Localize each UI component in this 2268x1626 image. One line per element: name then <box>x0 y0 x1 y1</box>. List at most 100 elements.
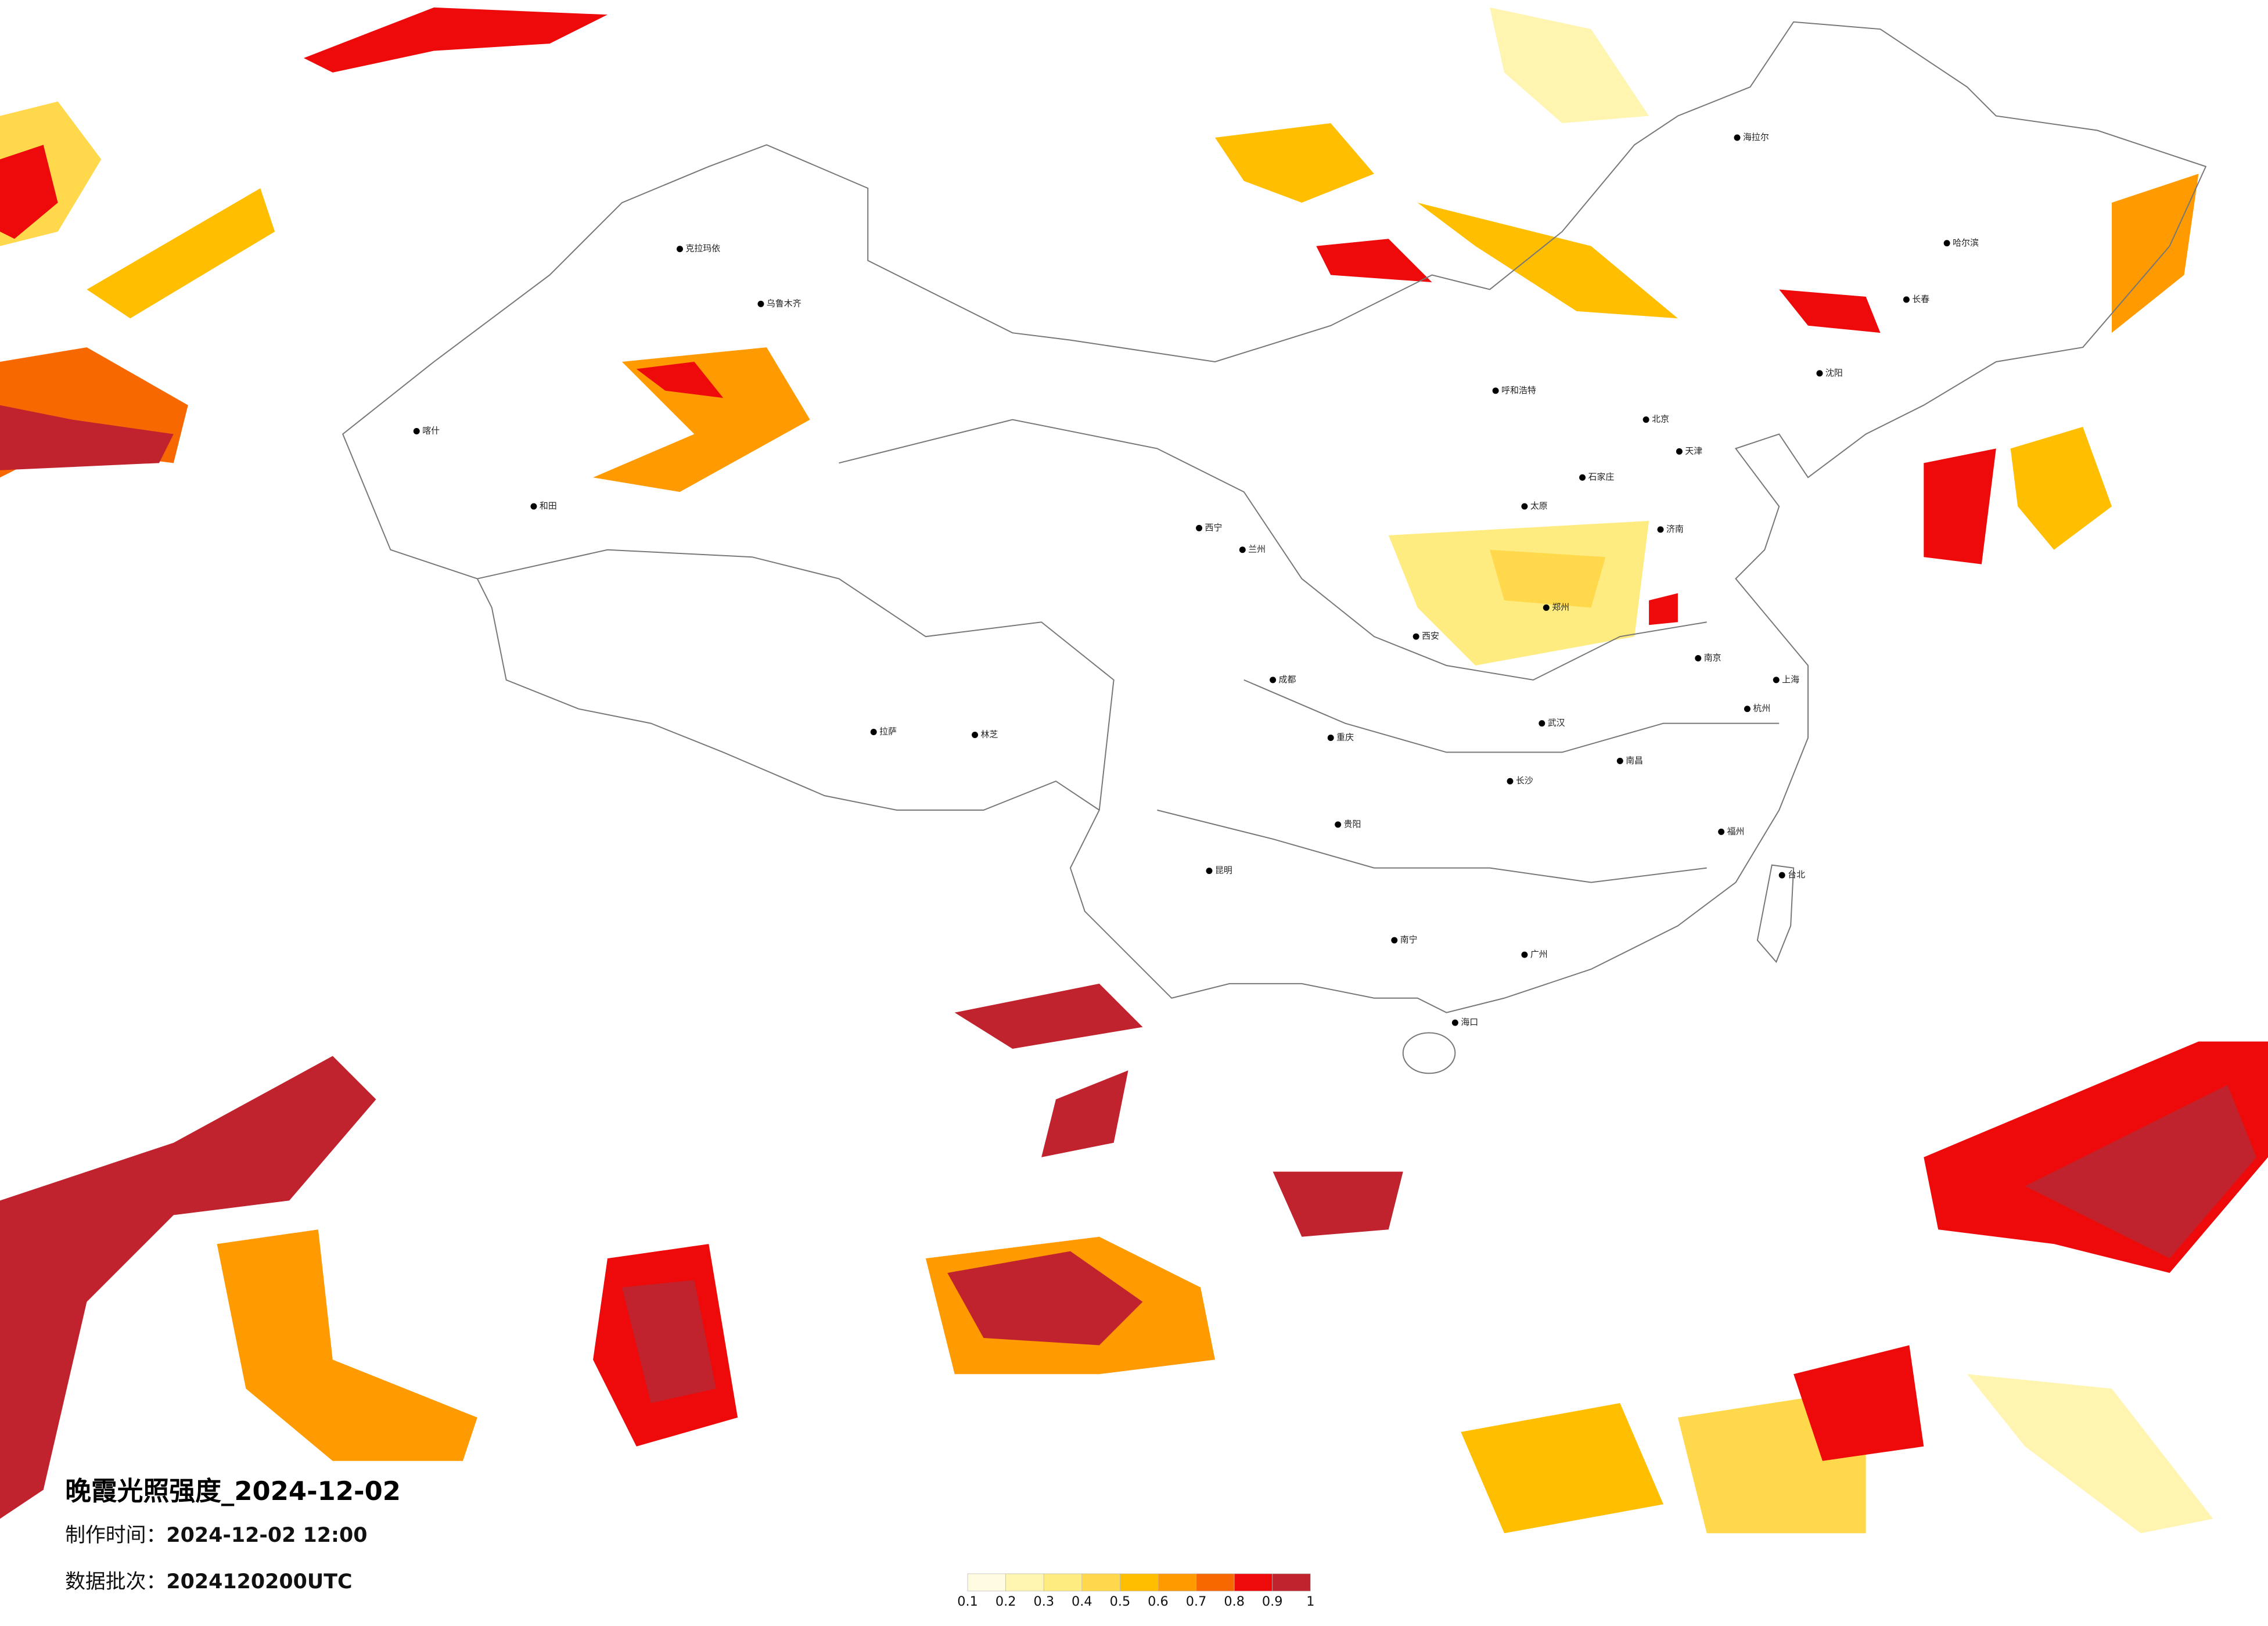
blob <box>0 1056 376 1519</box>
weather-field <box>0 7 2268 1534</box>
city-label: 呼和浩特 <box>1501 385 1536 395</box>
blob <box>1214 123 1374 203</box>
city-label: 兰州 <box>1248 544 1266 555</box>
province-border <box>477 549 1115 811</box>
blob <box>636 361 724 398</box>
city-dot <box>1521 503 1528 510</box>
blob <box>593 347 810 492</box>
blob <box>621 1280 716 1404</box>
colorbar-box <box>967 1573 1007 1592</box>
colorbar-tick-label: 0.4 <box>1072 1594 1092 1609</box>
city-dot <box>1391 937 1398 944</box>
colorbar-box <box>1272 1573 1311 1592</box>
colorbar-tick-label: 0.1 <box>957 1594 978 1609</box>
city-label: 拉萨 <box>879 726 897 737</box>
blob <box>2112 174 2199 333</box>
blob <box>1490 549 1606 608</box>
city-label: 西安 <box>1422 631 1439 641</box>
map-title: 晚霞光照强度_2024-12-02 <box>65 1476 401 1506</box>
city-label: 广州 <box>1530 949 1548 959</box>
city-dot <box>1903 296 1910 303</box>
city-dot <box>1773 677 1780 684</box>
city-label: 海拉尔 <box>1743 132 1769 142</box>
colorbar-box <box>1081 1573 1120 1592</box>
colorbar-box <box>1196 1573 1235 1592</box>
city-label: 成都 <box>1279 674 1296 685</box>
city-label: 沈阳 <box>1825 368 1843 378</box>
city-dot <box>1657 526 1664 533</box>
colorbar-tick-label: 0.7 <box>1186 1594 1207 1609</box>
city-dot <box>1744 706 1751 713</box>
city-dot <box>1695 655 1702 662</box>
blob <box>0 405 174 470</box>
city-label: 济南 <box>1666 524 1684 534</box>
city-label: 太原 <box>1530 501 1548 511</box>
colorbar-tick-label: 1 <box>1306 1594 1314 1609</box>
blob <box>1041 1070 1128 1157</box>
province-border <box>839 419 1707 681</box>
city-label: 西宁 <box>1205 522 1223 533</box>
city-label: 福州 <box>1727 826 1745 836</box>
city-dot <box>1943 240 1950 247</box>
city-label: 重庆 <box>1336 732 1354 742</box>
city-dot <box>413 428 420 435</box>
batch-value: 2024120200UTC <box>166 1570 352 1593</box>
colorbar-tick-label: 0.5 <box>1110 1594 1131 1609</box>
blob <box>947 1251 1143 1346</box>
colorbar-tick-label: 0.9 <box>1262 1594 1283 1609</box>
city-label: 哈尔滨 <box>1953 238 1979 248</box>
city-dot <box>1816 370 1823 377</box>
blob <box>2025 1085 2257 1259</box>
blob <box>1490 7 1649 124</box>
city-dot <box>1335 821 1342 828</box>
blob <box>217 1229 477 1461</box>
city-dot <box>1492 387 1499 394</box>
colorbar-box <box>1234 1573 1273 1592</box>
blob <box>87 188 275 319</box>
blob <box>1793 1345 1924 1461</box>
batch: 数据批次：2024120200UTC <box>65 1570 353 1593</box>
city-label: 林芝 <box>981 729 998 740</box>
blob <box>1967 1374 2213 1534</box>
city-dot <box>1451 1019 1458 1026</box>
city-label: 喀什 <box>422 426 440 436</box>
city-dot <box>1412 633 1419 640</box>
city-dot <box>1616 757 1623 764</box>
city-label: 天津 <box>1685 445 1702 456</box>
city-label: 长春 <box>1912 294 1929 304</box>
blob <box>1417 203 1678 319</box>
city-dot <box>1642 416 1649 423</box>
city-dot <box>1734 134 1741 141</box>
city-label: 南京 <box>1704 653 1721 663</box>
city-dot <box>972 732 979 738</box>
city-dot <box>1718 828 1725 835</box>
china-outline <box>342 21 2207 1013</box>
made-label: 制作时间： <box>65 1524 166 1547</box>
city-label: 郑州 <box>1552 602 1569 612</box>
province-border <box>1157 810 1707 883</box>
city-label: 和田 <box>540 501 557 511</box>
city-dot <box>1676 448 1683 455</box>
colorbar-box <box>1120 1573 1159 1592</box>
city-label: 石家庄 <box>1588 472 1614 482</box>
city-dot <box>1327 735 1334 741</box>
blob <box>1924 448 1996 564</box>
city-label: 杭州 <box>1753 703 1770 714</box>
city-label: 南宁 <box>1400 934 1418 945</box>
city-dot <box>1521 951 1528 958</box>
made-time: 制作时间：2024-12-02 12:00 <box>65 1524 367 1547</box>
colorbar-tick-label: 0.2 <box>995 1594 1016 1609</box>
city-dot <box>1239 546 1246 553</box>
colorbar-box <box>1005 1573 1044 1592</box>
city-label: 昆明 <box>1215 865 1232 876</box>
city-label: 武汉 <box>1548 718 1565 728</box>
colorbar-tick-label: 0.8 <box>1224 1594 1245 1609</box>
blob <box>0 145 58 239</box>
city-label: 台北 <box>1788 869 1805 880</box>
province-border <box>1243 679 1780 753</box>
city-dot <box>1543 604 1550 611</box>
blob <box>954 983 1143 1049</box>
city-dot <box>1579 474 1586 481</box>
city-dot <box>1270 677 1277 684</box>
